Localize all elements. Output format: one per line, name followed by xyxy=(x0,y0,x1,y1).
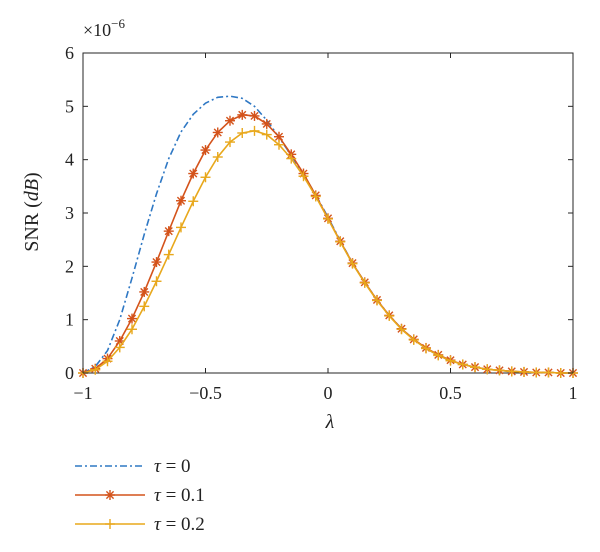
plus-marker xyxy=(237,128,248,138)
legend-label: τ = 0 xyxy=(154,456,191,477)
asterisk-marker xyxy=(274,131,284,142)
asterisk-marker xyxy=(105,490,115,500)
asterisk-marker xyxy=(225,115,235,126)
series-line xyxy=(82,130,573,374)
plus-marker xyxy=(482,364,493,375)
x-tick-label: 1 xyxy=(569,383,578,403)
y-tick-label: 4 xyxy=(65,150,74,170)
plus-marker xyxy=(457,359,468,370)
y-multiplier-exponent: −6 xyxy=(111,16,125,31)
asterisk-marker xyxy=(261,118,272,129)
legend-item: τ = 0.2 xyxy=(75,514,205,535)
plus-marker xyxy=(114,342,125,353)
plus-marker xyxy=(384,310,395,321)
y-axis-label-unit: dB xyxy=(21,179,43,201)
plus-marker xyxy=(200,172,211,183)
plus-marker xyxy=(249,125,260,136)
series-1 xyxy=(78,109,578,378)
plus-marker xyxy=(212,152,223,162)
y-axis-label-text: SNR ( xyxy=(21,201,43,252)
plus-marker xyxy=(163,249,174,260)
plus-marker xyxy=(372,295,382,306)
plus-marker xyxy=(506,366,517,377)
plus-marker xyxy=(396,324,407,335)
plus-marker xyxy=(90,364,101,375)
plus-marker xyxy=(151,276,162,287)
plus-marker xyxy=(335,236,346,247)
asterisk-marker xyxy=(151,257,162,268)
y-axis-label: SNR (dB) xyxy=(21,172,43,251)
y-tick-label: 6 xyxy=(65,43,74,63)
plus-marker xyxy=(105,519,115,529)
plus-marker xyxy=(543,367,554,378)
plus-marker xyxy=(102,356,113,367)
plot-series xyxy=(78,95,578,378)
legend-label: τ = 0.2 xyxy=(154,514,205,535)
plus-marker xyxy=(519,366,529,377)
plus-marker xyxy=(347,258,358,269)
series-0 xyxy=(82,95,573,374)
asterisk-marker xyxy=(212,127,223,138)
plus-marker xyxy=(274,139,284,150)
plus-marker xyxy=(470,362,480,373)
asterisk-marker xyxy=(249,110,260,121)
asterisk-marker xyxy=(139,286,150,297)
plus-marker xyxy=(127,324,137,335)
axes-frame xyxy=(82,52,574,374)
x-tick-label: −0.5 xyxy=(189,383,222,403)
x-tick-label: 0.5 xyxy=(439,383,462,403)
plus-marker xyxy=(359,277,370,288)
asterisk-marker xyxy=(188,168,199,179)
asterisk-marker xyxy=(200,145,211,156)
series-line xyxy=(82,114,573,374)
plus-marker xyxy=(494,365,505,376)
y-tick-label: 5 xyxy=(65,96,74,116)
y-multiplier-base: ×10 xyxy=(83,20,111,40)
legend-item: τ = 0.1 xyxy=(75,485,205,506)
plot-area-border xyxy=(82,52,574,374)
y-tick-label: 0 xyxy=(65,363,74,383)
plus-marker xyxy=(433,350,444,361)
asterisk-marker xyxy=(237,109,248,120)
legend-label: τ = 0.1 xyxy=(154,485,205,506)
x-tick-label: 0 xyxy=(324,383,333,403)
plus-marker xyxy=(139,301,150,312)
series-line xyxy=(82,95,573,374)
axis-ticks: −1 −0.5 0 0.5 1 0 1 2 3 4 5 6 xyxy=(65,43,578,403)
y-tick-label: 2 xyxy=(65,256,74,276)
asterisk-marker xyxy=(127,313,137,324)
plus-marker xyxy=(445,355,456,366)
plus-marker xyxy=(323,213,333,224)
y-axis-multiplier: ×10−6 xyxy=(83,16,125,40)
plus-marker xyxy=(531,367,542,378)
y-axis-label-close: ) xyxy=(21,172,43,179)
x-tick-label: −1 xyxy=(73,383,92,403)
plus-marker xyxy=(176,222,186,233)
y-tick-label: 1 xyxy=(65,310,74,330)
plus-marker xyxy=(286,153,297,164)
legend-item: τ = 0 xyxy=(75,456,191,477)
asterisk-marker xyxy=(163,226,174,237)
y-tick-label: 3 xyxy=(65,203,74,223)
plus-marker xyxy=(555,368,566,378)
plus-marker xyxy=(261,129,272,140)
plus-marker xyxy=(188,196,199,207)
plus-marker xyxy=(225,137,235,148)
plus-marker xyxy=(298,171,309,182)
plus-marker xyxy=(408,334,419,345)
plus-marker xyxy=(421,343,431,354)
plus-marker xyxy=(310,191,321,202)
x-axis-label: λ xyxy=(325,411,335,433)
asterisk-marker xyxy=(176,195,186,206)
legend: τ = 0 τ = 0.1 τ = 0.2 xyxy=(75,456,205,535)
series-2 xyxy=(78,125,578,378)
